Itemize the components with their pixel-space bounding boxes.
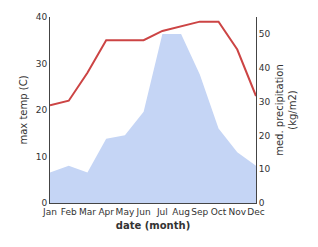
svg-text:Nov: Nov bbox=[228, 207, 246, 217]
svg-text:Mar: Mar bbox=[79, 207, 96, 217]
svg-text:Oct: Oct bbox=[211, 207, 227, 217]
svg-text:0: 0 bbox=[41, 198, 47, 208]
svg-text:Jan: Jan bbox=[42, 207, 57, 217]
svg-text:date (month): date (month) bbox=[116, 220, 190, 231]
svg-text:Sep: Sep bbox=[191, 207, 208, 217]
svg-text:0: 0 bbox=[259, 198, 265, 208]
svg-text:20: 20 bbox=[36, 105, 48, 115]
svg-text:40: 40 bbox=[36, 12, 48, 22]
svg-text:10: 10 bbox=[36, 152, 48, 162]
svg-text:Apr: Apr bbox=[98, 207, 114, 217]
svg-text:Aug: Aug bbox=[172, 207, 190, 217]
svg-text:Feb: Feb bbox=[61, 207, 77, 217]
svg-text:10: 10 bbox=[259, 164, 271, 174]
svg-text:Jul: Jul bbox=[156, 207, 168, 217]
svg-text:Dec: Dec bbox=[247, 207, 264, 217]
svg-text:med. precipitation(kg/m2): med. precipitation(kg/m2) bbox=[274, 64, 298, 156]
svg-text:40: 40 bbox=[259, 63, 271, 73]
svg-text:20: 20 bbox=[259, 131, 271, 141]
svg-text:30: 30 bbox=[36, 59, 48, 69]
svg-text:max temp (C): max temp (C) bbox=[18, 75, 29, 144]
svg-text:30: 30 bbox=[259, 97, 271, 107]
svg-text:Jun: Jun bbox=[136, 207, 151, 217]
svg-text:May: May bbox=[116, 207, 135, 217]
svg-text:50: 50 bbox=[259, 29, 271, 39]
